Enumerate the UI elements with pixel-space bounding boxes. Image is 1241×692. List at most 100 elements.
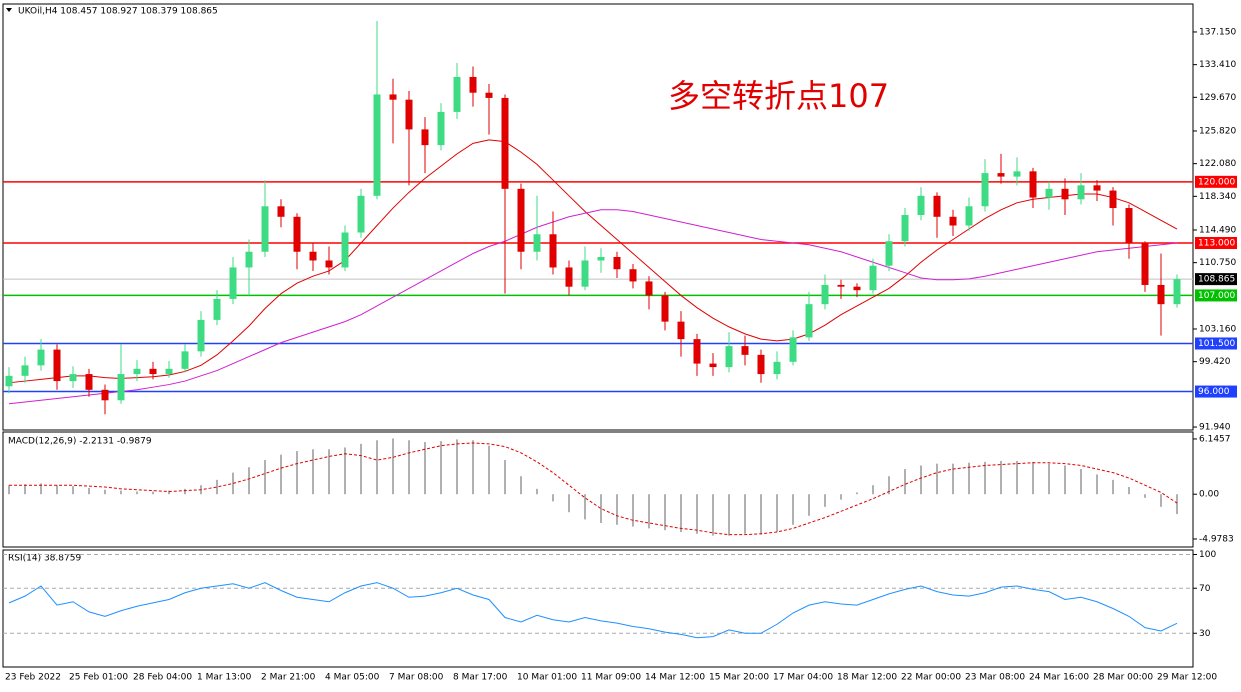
macd-bar: [360, 443, 362, 495]
level-label: 101.500: [1198, 339, 1235, 349]
y-tick-label: 118.340: [1199, 192, 1236, 202]
macd-bar: [536, 488, 538, 495]
macd-bar: [1144, 494, 1146, 498]
candle-body: [85, 374, 93, 390]
annotation: 多空转折点107: [668, 77, 889, 115]
macd-bar: [696, 494, 698, 534]
y-tick-label: 122.080: [1199, 159, 1236, 169]
candle-body: [325, 260, 333, 268]
macd-bar: [1112, 479, 1114, 495]
macd-bar: [1080, 469, 1082, 495]
x-tick-label: 25 Feb 01:00: [69, 673, 128, 683]
candle-body: [101, 389, 109, 401]
macd-bar: [792, 494, 794, 525]
level-tag: [1195, 236, 1237, 249]
x-tick-label: 10 Mar 01:00: [517, 673, 577, 683]
x-tick-label: 22 Mar 00:00: [901, 673, 961, 683]
y-tick-label: 30: [1199, 629, 1211, 639]
x-tick-label: 7 Mar 08:00: [389, 673, 444, 683]
y-tick-label: 6.1457: [1199, 434, 1231, 444]
candle-body: [645, 281, 653, 296]
macd-panel: [2, 431, 1194, 548]
candle-body: [261, 206, 269, 252]
candle-body: [373, 94, 381, 196]
x-tick-label: 18 Mar 12:00: [837, 673, 897, 683]
macd-bar: [872, 485, 874, 495]
macd-bar: [408, 440, 410, 495]
y-tick-label: 110.750: [1199, 258, 1236, 268]
macd-bar: [488, 445, 490, 495]
y-tick-label: 129.670: [1199, 93, 1236, 103]
candle-body: [757, 354, 765, 375]
macd-bar: [440, 441, 442, 495]
candle-body: [1029, 171, 1037, 198]
candle-body: [549, 234, 557, 268]
candle-body: [245, 251, 253, 268]
macd-bar: [1064, 465, 1066, 495]
title-arrow: [6, 8, 12, 12]
candle-body: [997, 173, 1005, 177]
candle-body: [597, 256, 605, 261]
moving-average: [8, 139, 1178, 384]
candle-body: [341, 232, 349, 268]
macd-bar: [296, 451, 298, 495]
candle-body: [533, 234, 541, 252]
level-label: 107.000: [1198, 291, 1235, 301]
candle-body: [933, 195, 941, 217]
candle-body: [405, 99, 413, 130]
candle-body: [1125, 208, 1133, 243]
chart-title: UKOil,H4 108.457 108.927 108.379 108.865: [18, 7, 218, 17]
candle-body: [309, 251, 317, 261]
candle-body: [453, 76, 461, 112]
current-price-label: 108.865: [1198, 275, 1235, 285]
candle-body: [725, 346, 733, 368]
rsi-title: RSI(14) 38.8759: [8, 554, 81, 564]
macd-bar: [936, 463, 938, 495]
macd-bar: [1000, 460, 1002, 495]
candle-body: [277, 206, 285, 217]
candle-body: [773, 361, 781, 375]
candle-body: [965, 206, 973, 226]
macd-bar: [168, 490, 170, 495]
macd-bar: [888, 476, 890, 495]
x-tick-label: 17 Mar 04:00: [773, 673, 833, 683]
macd-bar: [648, 494, 650, 529]
candle-body: [389, 94, 397, 100]
x-tick-label: 8 Mar 17:00: [453, 673, 508, 683]
macd-bar: [392, 438, 394, 495]
macd-bar: [760, 494, 762, 535]
current-price-tag: [1195, 273, 1237, 286]
candle-body: [293, 216, 301, 252]
candle-body: [469, 76, 477, 93]
macd-bar: [968, 462, 970, 495]
macd-bar: [776, 494, 778, 532]
macd-bar: [376, 440, 378, 495]
candle-body: [1093, 185, 1101, 191]
level-label: 113.000: [1198, 238, 1235, 248]
candle-body: [949, 216, 957, 226]
macd-bar: [504, 460, 506, 495]
macd-bar: [856, 492, 858, 495]
macd-bar: [184, 488, 186, 495]
y-tick-label: -4.9783: [1199, 534, 1234, 544]
macd-bar: [136, 491, 138, 495]
macd-bar: [104, 489, 106, 495]
candle-body: [869, 265, 877, 291]
candle-body: [565, 267, 573, 287]
x-tick-label: 23 Mar 08:00: [965, 673, 1025, 683]
x-tick-label: 15 Mar 20:00: [709, 673, 769, 683]
candle-body: [837, 284, 845, 287]
macd-bar: [1096, 474, 1098, 495]
candle-body: [357, 195, 365, 233]
candle-body: [213, 298, 221, 320]
x-tick-label: 11 Mar 09:00: [581, 673, 641, 683]
candle-body: [613, 256, 621, 270]
y-tick-label: 91.940: [1199, 423, 1231, 433]
macd-bar: [264, 460, 266, 495]
level-tag: [1195, 289, 1237, 302]
macd-bar: [472, 440, 474, 495]
candle-body: [53, 349, 61, 382]
candle-body: [197, 319, 205, 352]
x-tick-label: 28 Mar 00:00: [1093, 673, 1153, 683]
